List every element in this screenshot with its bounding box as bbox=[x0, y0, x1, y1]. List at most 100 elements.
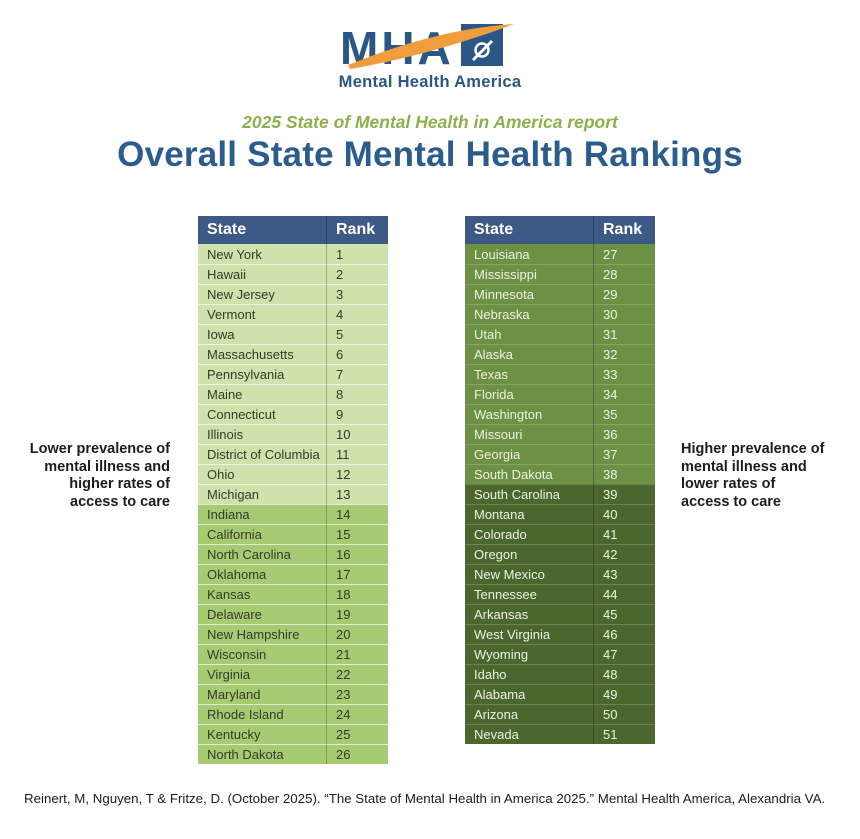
rank-cell: 40 bbox=[593, 504, 655, 524]
report-subtitle: 2025 State of Mental Health in America r… bbox=[242, 112, 618, 132]
table-row: Texas 33 bbox=[465, 364, 655, 384]
rank-cell: 5 bbox=[326, 324, 388, 344]
table-row: Georgia 37 bbox=[465, 444, 655, 464]
rank-column-header: Rank bbox=[326, 216, 388, 244]
table-row: South Carolina 39 bbox=[465, 484, 655, 504]
table-row: New Hampshire 20 bbox=[198, 624, 388, 644]
state-cell: Nebraska bbox=[474, 306, 530, 322]
rankings-table-27-51: State Rank Louisiana 27 Mississippi 28 Minne… bbox=[465, 216, 655, 744]
state-cell: Louisiana bbox=[474, 246, 530, 262]
table-row: New York 1 bbox=[198, 244, 388, 264]
rank-cell: 30 bbox=[593, 304, 655, 324]
table-header: State Rank bbox=[198, 216, 388, 244]
annotation-lower-prevalence: Lower prevalence of mental illness and h… bbox=[29, 441, 170, 510]
table-row: Alabama 49 bbox=[465, 684, 655, 704]
state-cell: Maine bbox=[207, 386, 243, 402]
rank-cell: 1 bbox=[326, 244, 388, 264]
state-cell: Minnesota bbox=[474, 286, 534, 302]
state-cell: Alaska bbox=[474, 346, 514, 362]
table-row: District of Columbia 11 bbox=[198, 444, 388, 464]
rank-column-header: Rank bbox=[593, 216, 655, 244]
state-cell: Delaware bbox=[207, 606, 262, 622]
table-row: North Carolina 16 bbox=[198, 544, 388, 564]
state-cell: Utah bbox=[474, 326, 502, 342]
state-cell: California bbox=[207, 526, 262, 542]
state-cell: Kentucky bbox=[207, 726, 261, 742]
rank-cell: 20 bbox=[326, 624, 388, 644]
state-cell: Iowa bbox=[207, 326, 235, 342]
table-row: Arkansas 45 bbox=[465, 604, 655, 624]
state-cell: Nevada bbox=[474, 726, 519, 742]
rank-cell: 9 bbox=[326, 404, 388, 424]
state-cell: West Virginia bbox=[474, 626, 551, 642]
table-row: Nevada 51 bbox=[465, 724, 655, 744]
rank-cell: 13 bbox=[326, 484, 388, 504]
state-cell: Idaho bbox=[474, 666, 507, 682]
table-row: Florida 34 bbox=[465, 384, 655, 404]
rank-cell: 22 bbox=[326, 664, 388, 684]
state-cell: Tennessee bbox=[474, 586, 537, 602]
rank-cell: 29 bbox=[593, 284, 655, 304]
state-cell: South Dakota bbox=[474, 466, 553, 482]
citation: Reinert, M, Nguyen, T & Fritze, D. (Octo… bbox=[24, 791, 826, 806]
table-row: Massachusetts 6 bbox=[198, 344, 388, 364]
rank-cell: 7 bbox=[326, 364, 388, 384]
state-cell: Hawaii bbox=[207, 266, 247, 282]
table-row: Tennessee 44 bbox=[465, 584, 655, 604]
rank-cell: 25 bbox=[326, 724, 388, 744]
table-row: Ohio 12 bbox=[198, 464, 388, 484]
table-row: West Virginia 46 bbox=[465, 624, 655, 644]
table-row: Iowa 5 bbox=[198, 324, 388, 344]
rank-cell: 4 bbox=[326, 304, 388, 324]
state-cell: North Dakota bbox=[207, 746, 284, 762]
table-row: Oklahoma 17 bbox=[198, 564, 388, 584]
state-cell: Texas bbox=[474, 366, 508, 382]
state-cell: Rhode Island bbox=[207, 706, 284, 722]
rank-cell: 43 bbox=[593, 564, 655, 584]
state-cell: Vermont bbox=[207, 306, 256, 322]
table-row: Washington 35 bbox=[465, 404, 655, 424]
rank-cell: 16 bbox=[326, 544, 388, 564]
logo-bell-clapper-icon bbox=[471, 39, 494, 62]
rank-cell: 21 bbox=[326, 644, 388, 664]
table-row: Utah 31 bbox=[465, 324, 655, 344]
rank-cell: 34 bbox=[593, 384, 655, 404]
table-row: Colorado 41 bbox=[465, 524, 655, 544]
rank-cell: 12 bbox=[326, 464, 388, 484]
table-row: New Jersey 3 bbox=[198, 284, 388, 304]
rankings-table-1-26: State Rank New York 1 Hawaii 2 New Jersey 3 Ve… bbox=[198, 216, 388, 764]
state-column-header: State bbox=[474, 221, 514, 238]
rank-cell: 44 bbox=[593, 584, 655, 604]
state-cell: New York bbox=[207, 246, 262, 262]
rank-cell: 2 bbox=[326, 264, 388, 284]
rank-cell: 41 bbox=[593, 524, 655, 544]
rank-cell: 42 bbox=[593, 544, 655, 564]
state-cell: Georgia bbox=[474, 446, 521, 462]
state-cell: Kansas bbox=[207, 586, 251, 602]
logo-wordmark: Mental Health America bbox=[338, 73, 522, 91]
rank-cell: 27 bbox=[593, 244, 655, 264]
table-row: North Dakota 26 bbox=[198, 744, 388, 764]
annotation-higher-prevalence: Higher prevalence of mental illness and … bbox=[681, 441, 825, 510]
rank-cell: 36 bbox=[593, 424, 655, 444]
rank-cell: 49 bbox=[593, 684, 655, 704]
state-cell: Michigan bbox=[207, 486, 260, 502]
rank-cell: 47 bbox=[593, 644, 655, 664]
mha-logo: MHA Mental Health America bbox=[0, 20, 860, 92]
table-row: Indiana 14 bbox=[198, 504, 388, 524]
state-cell: Pennsylvania bbox=[207, 366, 285, 382]
state-cell: Connecticut bbox=[207, 406, 276, 422]
state-cell: Arkansas bbox=[474, 606, 529, 622]
table-row: Michigan 13 bbox=[198, 484, 388, 504]
table-row: Connecticut 9 bbox=[198, 404, 388, 424]
rank-cell: 8 bbox=[326, 384, 388, 404]
rank-cell: 33 bbox=[593, 364, 655, 384]
state-cell: Missouri bbox=[474, 426, 523, 442]
rank-cell: 10 bbox=[326, 424, 388, 444]
table-row: Kentucky 25 bbox=[198, 724, 388, 744]
rank-cell: 24 bbox=[326, 704, 388, 724]
logo-bell-icon bbox=[474, 42, 490, 58]
state-cell: Florida bbox=[474, 386, 514, 402]
state-cell: Virginia bbox=[207, 666, 251, 682]
